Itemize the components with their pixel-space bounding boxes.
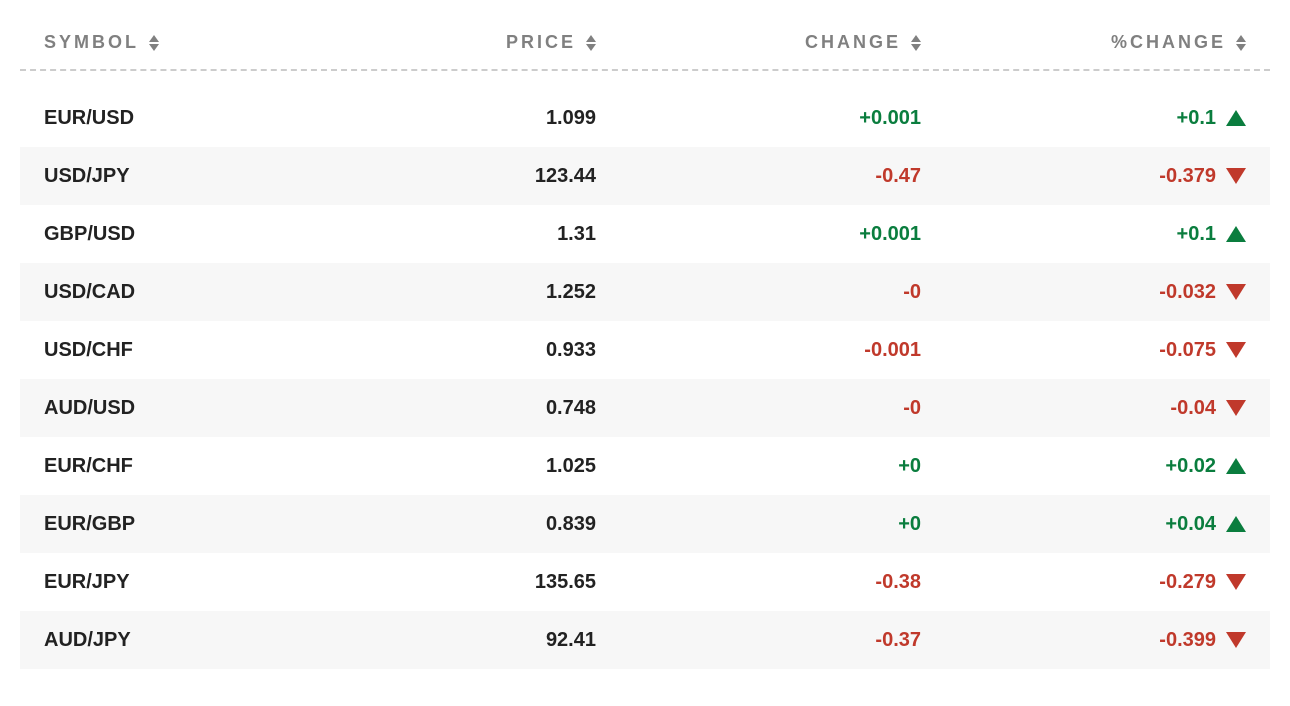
change-cell: -0.37 [875,629,921,652]
pct-change-cell: -0.399 [1159,629,1216,652]
table-row[interactable]: AUD/JPY 92.41 -0.37 -0.399 [20,611,1270,669]
symbol-cell: USD/CHF [44,339,133,362]
trend-down-icon [1226,400,1246,416]
trend-down-icon [1226,284,1246,300]
table-body: EUR/USD 1.099 +0.001 +0.1 USD/JPY 123.44 -0.47… [20,89,1270,669]
change-cell: -0 [903,281,921,304]
pct-change-cell: +0.04 [1165,513,1216,536]
change-cell: +0.001 [859,223,921,246]
trend-down-icon [1226,574,1246,590]
sort-icon [1236,35,1246,51]
pct-change-cell: +0.02 [1165,455,1216,478]
pct-change-cell: -0.279 [1159,571,1216,594]
symbol-cell: GBP/USD [44,223,135,246]
table-row[interactable]: USD/JPY 123.44 -0.47 -0.379 [20,147,1270,205]
price-cell: 1.252 [546,281,596,304]
forex-table: SYMBOL PRICE CHANGE %CHANGE EUR/USD 1.099… [20,20,1270,669]
pct-change-cell: -0.379 [1159,165,1216,188]
change-cell: -0.001 [864,339,921,362]
price-cell: 1.025 [546,455,596,478]
trend-down-icon [1226,168,1246,184]
table-row[interactable]: EUR/USD 1.099 +0.001 +0.1 [20,89,1270,147]
symbol-cell: USD/JPY [44,165,130,188]
header-change[interactable]: CHANGE [620,32,945,53]
price-cell: 0.933 [546,339,596,362]
pct-change-cell: -0.04 [1170,397,1216,420]
change-cell: -0.38 [875,571,921,594]
header-price[interactable]: PRICE [370,32,620,53]
trend-up-icon [1226,226,1246,242]
trend-down-icon [1226,632,1246,648]
price-cell: 92.41 [546,629,596,652]
change-cell: -0 [903,397,921,420]
change-cell: +0.001 [859,107,921,130]
header-label-change: CHANGE [805,32,901,53]
sort-icon [586,35,596,51]
header-label-pct: %CHANGE [1111,32,1226,53]
trend-up-icon [1226,516,1246,532]
price-cell: 1.099 [546,107,596,130]
price-cell: 135.65 [535,571,596,594]
sort-icon [911,35,921,51]
pct-change-cell: +0.1 [1177,107,1216,130]
price-cell: 1.31 [557,223,596,246]
pct-change-cell: +0.1 [1177,223,1216,246]
symbol-cell: EUR/GBP [44,513,135,536]
table-row[interactable]: GBP/USD 1.31 +0.001 +0.1 [20,205,1270,263]
symbol-cell: EUR/CHF [44,455,133,478]
pct-change-cell: -0.075 [1159,339,1216,362]
symbol-cell: AUD/JPY [44,629,131,652]
table-row[interactable]: EUR/CHF 1.025 +0 +0.02 [20,437,1270,495]
price-cell: 123.44 [535,165,596,188]
change-cell: +0 [898,455,921,478]
table-row[interactable]: EUR/GBP 0.839 +0 +0.04 [20,495,1270,553]
header-label-price: PRICE [506,32,576,53]
trend-down-icon [1226,342,1246,358]
table-row[interactable]: USD/CHF 0.933 -0.001 -0.075 [20,321,1270,379]
symbol-cell: EUR/USD [44,107,134,130]
trend-up-icon [1226,110,1246,126]
table-row[interactable]: AUD/USD 0.748 -0 -0.04 [20,379,1270,437]
symbol-cell: USD/CAD [44,281,135,304]
header-pct-change[interactable]: %CHANGE [945,32,1270,53]
header-label-symbol: SYMBOL [44,32,139,53]
symbol-cell: AUD/USD [44,397,135,420]
pct-change-cell: -0.032 [1159,281,1216,304]
table-row[interactable]: USD/CAD 1.252 -0 -0.032 [20,263,1270,321]
sort-icon [149,35,159,51]
trend-up-icon [1226,458,1246,474]
change-cell: -0.47 [875,165,921,188]
symbol-cell: EUR/JPY [44,571,130,594]
table-row[interactable]: EUR/JPY 135.65 -0.38 -0.279 [20,553,1270,611]
change-cell: +0 [898,513,921,536]
price-cell: 0.748 [546,397,596,420]
header-symbol[interactable]: SYMBOL [20,32,370,53]
table-header-row: SYMBOL PRICE CHANGE %CHANGE [20,20,1270,71]
price-cell: 0.839 [546,513,596,536]
